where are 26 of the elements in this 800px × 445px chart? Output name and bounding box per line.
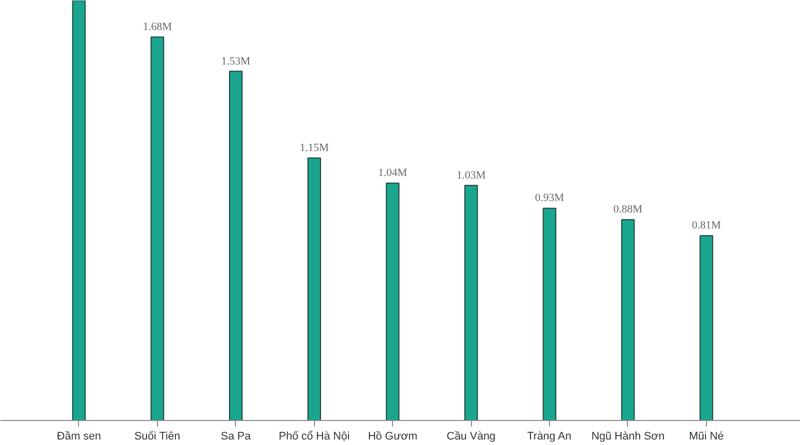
bar (307, 158, 321, 420)
data-label: 0.93M (535, 192, 564, 204)
data-label: 0.81M (692, 220, 722, 232)
bar (386, 182, 400, 420)
bar (464, 184, 478, 420)
bar (72, 0, 86, 420)
x-tick-label: Ngũ Hành Sơn (591, 430, 665, 442)
bar (542, 208, 556, 420)
x-tick-label: Sa Pa (220, 430, 252, 442)
x-tick-label: Hồ Gươm (368, 430, 418, 442)
data-label: 1.53M (221, 55, 251, 68)
x-tick-label: Đầm sen (56, 430, 101, 442)
data-label: 1.68M (142, 21, 172, 34)
x-tick-label: Tràng An (527, 430, 572, 442)
bar (229, 70, 243, 420)
bar (150, 36, 164, 420)
data-label: 1.15M (300, 142, 329, 154)
data-label: 0.88M (613, 204, 643, 216)
x-tick-label: Mũi Né (688, 430, 724, 442)
x-tick-label: Cầu Vàng (446, 430, 496, 442)
bar (700, 235, 714, 420)
x-tick-label: Phố cổ Hà Nội (278, 430, 350, 442)
data-label: 1.04M (378, 167, 408, 180)
data-label: 1.03M (456, 169, 486, 182)
bar (621, 219, 635, 420)
x-tick-label: Suối Tiên (134, 430, 180, 442)
